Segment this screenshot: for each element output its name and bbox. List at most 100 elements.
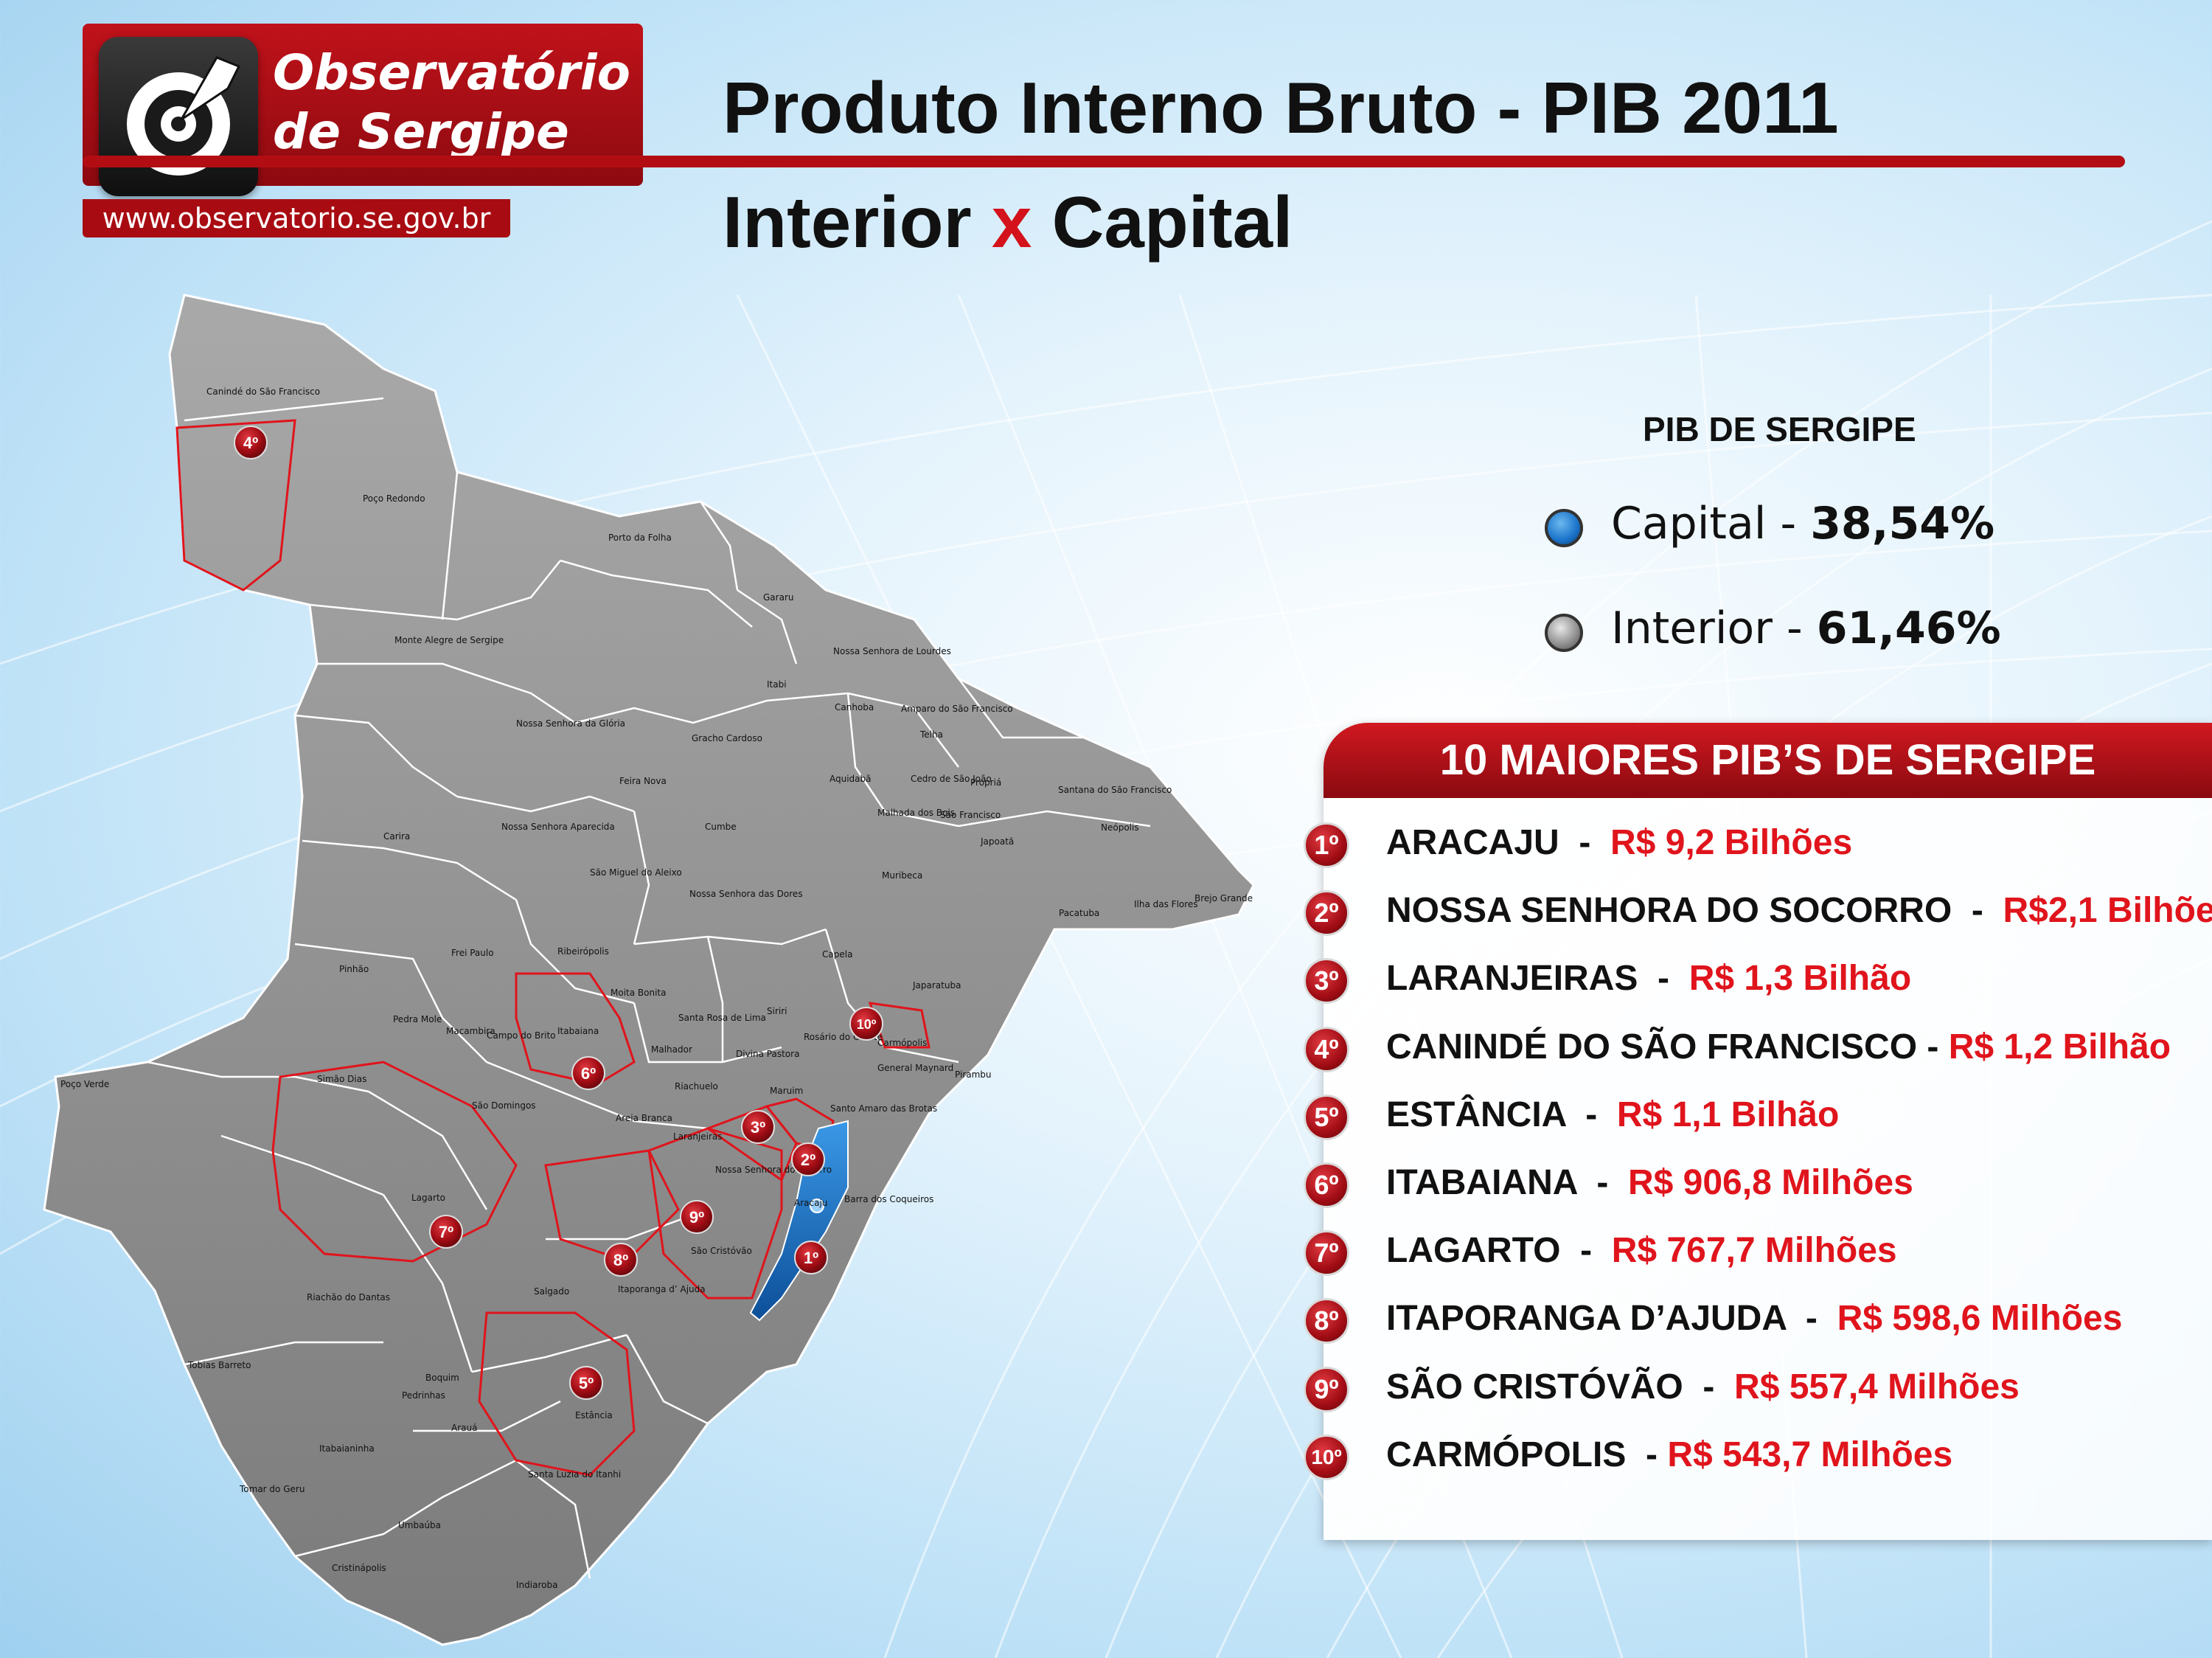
interior-value: 61,46% [1816,603,2001,654]
ranking-separator: - [1683,1367,1735,1406]
svg-text:8º: 8º [613,1251,628,1269]
ranking-row: SÃO CRISTÓVÃO - R$ 557,4 Milhões [1386,1367,2020,1407]
ranking-city: ITABAIANA [1386,1163,1577,1202]
sergipe-map: Canindé do São Francisco Poço Redondo Po… [43,294,1255,1646]
map-rank-badges: 1º 2º 3º 4º 5º 6º 7º 8º 9º 10º [234,426,883,1400]
map-label: Santa Rosa de Lima [678,1013,766,1023]
ranking-city: CANINDÉ DO SÃO FRANCISCO [1386,1027,1918,1066]
map-label: General Maynard [877,1063,953,1073]
aracaju-marker [810,1199,824,1213]
website-url[interactable]: www.observatorio.se.gov.br [83,199,510,237]
map-label: Ribeirópolis [557,946,609,957]
svg-text:6º: 6º [581,1064,596,1083]
rank-badge: 5º [1304,1094,1349,1140]
ranking-city: NOSSA SENHORA DO SOCORRO [1386,891,1952,931]
map-label: Frei Paulo [451,948,494,958]
title-underline [83,156,2125,167]
ranking-row: LARANJEIRAS - R$ 1,3 Bilhão [1386,958,1911,999]
map-label: Pacatuba [1059,908,1099,918]
map-label: Itaporanga d’ Ajuda [618,1284,706,1294]
map-label: Cristinápolis [332,1563,386,1573]
map-label: Canhoba [835,702,874,712]
ranking-value: R$ 598,6 Milhões [1837,1299,2123,1339]
capital-value: 38,54% [1810,498,1995,549]
map-label: Amparo do São Francisco [901,704,1013,714]
map-label: Cedro de São João [911,774,992,784]
ranking-city: LAGARTO [1386,1231,1561,1271]
ranking-separator: - [1576,1163,1628,1202]
ranking-city: ESTÂNCIA [1386,1095,1566,1134]
map-label: Porto da Folha [608,533,672,543]
ranking-row: ITABAIANA - R$ 906,8 Milhões [1386,1162,1913,1203]
map-label: Macambira [446,1026,495,1036]
map-label: Lagarto [411,1193,445,1203]
map-label: Pirambu [955,1069,992,1080]
ranking-panel [1324,723,2212,1540]
ranking-row: CANINDÉ DO SÃO FRANCISCO - R$ 1,2 Bilhão [1386,1027,2171,1067]
page-subtitle: Interior x Capital [723,181,1293,264]
map-label: Laranjeiras [673,1131,723,1142]
ranking-separator: - [1626,1435,1668,1474]
map-label: Indiaroba [516,1580,557,1590]
map-label: Salgado [534,1286,569,1297]
rank-badge: 10º [1304,1434,1349,1480]
map-label: Gararu [763,592,793,603]
interior-sep: - [1772,603,1817,654]
map-badge-1: 1º [794,1241,828,1274]
map-label: Aquidabã [830,774,872,784]
ranking-value: R$ 9,2 Bilhões [1610,823,1853,862]
map-label: Campo do Brito [487,1030,556,1041]
state-outline [43,294,1255,1646]
pib-share-heading: PIB DE SERGIPE [1643,410,1916,448]
map-label: Pedrinhas [402,1390,445,1401]
map-badge-4: 4º [234,426,268,459]
rank-badge: 8º [1304,1298,1349,1345]
map-badge-5: 5º [569,1366,603,1400]
map-label: Propriá [970,777,1001,788]
map-label: São Miguel do Aleixo [590,867,682,878]
capital-legend-text: Capital - 38,54% [1611,498,1994,549]
map-label: Malhador [651,1044,692,1055]
ranking-title: 10 MAIORES PIB’S DE SERGIPE [1439,736,2096,784]
map-label: Tomar do Geru [239,1484,305,1494]
map-label: Ilha das Flores [1134,899,1198,909]
map-badge-6: 6º [571,1056,605,1090]
map-badge-8: 8º [604,1243,638,1277]
ranking-separator: - [1560,1231,1612,1271]
map-label: Aracaju [794,1198,827,1208]
subtitle-versus: x [991,181,1032,263]
map-badge-3: 3º [741,1110,775,1144]
rank-badge: 1º [1304,822,1349,868]
ranking-city: ITAPORANGA D’AJUDA [1386,1299,1787,1339]
map-label: Pedra Mole [393,1014,442,1024]
map-label: Moita Bonita [611,988,666,998]
map-label: Carira [383,831,410,842]
map-label: Carmópolis [877,1038,927,1048]
ranking-city: LARANJEIRAS [1386,959,1638,999]
map-label: Simão Dias [317,1074,366,1084]
map-label: São Cristóvão [691,1246,752,1256]
ranking-separator: - [1565,1095,1617,1134]
ranking-value: R$2,1 Bilhões [2003,891,2212,931]
map-label: São Francisco [940,810,1001,820]
capital-sep: - [1766,498,1811,549]
map-label: Riachuelo [675,1081,718,1092]
ranking-city: CARMÓPOLIS [1386,1435,1627,1474]
ranking-row: ARACAJU - R$ 9,2 Bilhões [1386,822,1852,863]
ranking-value: R$ 1,1 Bilhão [1616,1095,1840,1134]
map-label: Arauá [451,1423,477,1433]
ranking-row: CARMÓPOLIS - R$ 543,7 Milhões [1386,1435,1952,1475]
ranking-value: R$ 1,3 Bilhão [1688,959,1912,999]
rank-badge: 4º [1304,1026,1349,1072]
map-label: Telha [919,729,943,740]
ranking-row: LAGARTO - R$ 767,7 Milhões [1386,1230,1897,1271]
interior-legend-marker [1545,614,1583,652]
map-label: Areia Branca [616,1113,672,1123]
aracaju-region [749,1120,849,1322]
rank-badge: 9º [1304,1366,1349,1412]
logo-title-line1: Observatório [273,44,630,101]
ranking-header [1324,723,2212,798]
ranking-separator: - [1952,891,2003,931]
map-label: Monte Alegre de Sergipe [394,635,504,645]
map-label: Feira Nova [619,776,667,786]
